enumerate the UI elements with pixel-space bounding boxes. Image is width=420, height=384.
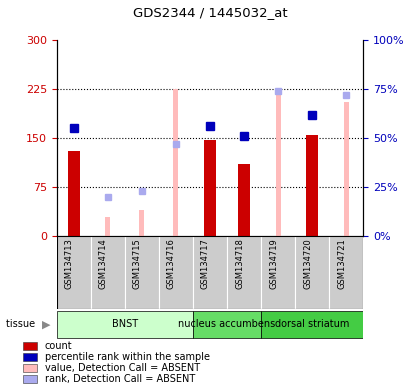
Text: GSM134716: GSM134716 xyxy=(167,238,176,289)
Text: ▶: ▶ xyxy=(42,319,50,329)
Bar xyxy=(329,236,363,309)
Bar xyxy=(23,342,37,349)
Bar xyxy=(306,135,318,236)
Bar xyxy=(57,236,91,309)
Bar xyxy=(23,353,37,361)
Bar xyxy=(57,311,193,338)
Bar xyxy=(238,164,250,236)
Bar xyxy=(227,236,261,309)
Text: tissue: tissue xyxy=(6,319,39,329)
Bar xyxy=(139,210,144,236)
Text: GSM134715: GSM134715 xyxy=(133,238,142,289)
Text: GSM134714: GSM134714 xyxy=(99,238,108,289)
Text: percentile rank within the sample: percentile rank within the sample xyxy=(45,352,210,362)
Text: nucleus accumbens: nucleus accumbens xyxy=(178,319,276,329)
Bar xyxy=(193,236,227,309)
Bar xyxy=(23,364,37,372)
Text: GSM134717: GSM134717 xyxy=(201,238,210,289)
Bar xyxy=(91,236,125,309)
Text: GSM134721: GSM134721 xyxy=(337,238,346,289)
Text: GSM134718: GSM134718 xyxy=(235,238,244,289)
Bar xyxy=(173,89,178,236)
Text: GSM134720: GSM134720 xyxy=(303,238,312,289)
Bar xyxy=(125,236,159,309)
Bar xyxy=(276,91,281,236)
Text: value, Detection Call = ABSENT: value, Detection Call = ABSENT xyxy=(45,362,200,372)
Text: rank, Detection Call = ABSENT: rank, Detection Call = ABSENT xyxy=(45,374,195,384)
Text: count: count xyxy=(45,341,73,351)
Bar xyxy=(204,139,216,236)
Text: GSM134719: GSM134719 xyxy=(269,238,278,289)
Text: GSM134713: GSM134713 xyxy=(65,238,74,289)
Bar xyxy=(295,236,329,309)
Bar xyxy=(68,151,80,236)
Bar xyxy=(344,103,349,236)
Bar xyxy=(105,217,110,236)
Bar xyxy=(261,311,363,338)
Bar xyxy=(193,311,261,338)
Text: dorsal striatum: dorsal striatum xyxy=(275,319,349,329)
Bar xyxy=(23,375,37,383)
Text: BNST: BNST xyxy=(112,319,138,329)
Bar xyxy=(159,236,193,309)
Bar xyxy=(261,236,295,309)
Text: GDS2344 / 1445032_at: GDS2344 / 1445032_at xyxy=(133,6,287,19)
